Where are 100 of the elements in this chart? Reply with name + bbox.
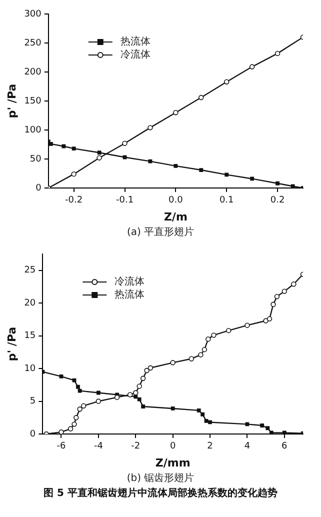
y-tick-label: 300 (24, 9, 42, 20)
y-tick-label: 20 (24, 298, 36, 308)
y-tick-label: 15 (24, 331, 36, 342)
point (202, 346, 208, 352)
point (170, 360, 176, 366)
legend-label: 冷流体 (114, 276, 145, 288)
point (291, 282, 296, 287)
x-axis-title: Z/mm (155, 456, 190, 470)
x-axis-title: Z/m (164, 210, 188, 224)
point (226, 328, 232, 334)
point (266, 316, 272, 322)
point (174, 164, 178, 168)
point (282, 430, 286, 434)
point (282, 288, 288, 294)
y-axis-title: p' /Pa (5, 84, 18, 118)
y-tick-label: 5 (30, 396, 36, 407)
point (127, 392, 133, 398)
point (77, 406, 82, 412)
point (72, 422, 77, 427)
point (97, 150, 102, 155)
point (170, 406, 175, 410)
text: (a) 平直形翅片 (126, 226, 196, 240)
point (204, 418, 208, 423)
point (196, 408, 201, 412)
point (48, 142, 53, 146)
point (76, 384, 80, 389)
point (206, 336, 211, 342)
point (211, 332, 216, 338)
point (200, 412, 205, 416)
point (224, 172, 229, 177)
legend-label: 热流体 (120, 36, 150, 48)
y-tick-label: 100 (24, 125, 42, 136)
point (250, 176, 254, 181)
x-tick-label: -6 (56, 442, 66, 452)
point (199, 168, 204, 172)
y-tick-label: 0 (36, 183, 42, 194)
x-tick-label: 2 (207, 442, 213, 452)
legend-label: 冷流体 (120, 48, 150, 61)
point (263, 318, 268, 324)
point (96, 398, 102, 404)
point (148, 365, 154, 370)
point (137, 397, 142, 402)
point (96, 155, 102, 160)
x-tick-label: -4 (94, 442, 104, 452)
point (224, 79, 230, 84)
y-tick-label: 25 (24, 266, 36, 276)
point (198, 352, 204, 358)
x-tick-label: 6 (282, 442, 288, 452)
y-tick-label: 0 (30, 429, 36, 440)
x-tick-label: -2 (131, 442, 140, 452)
point (71, 171, 76, 177)
point (72, 146, 76, 151)
x-tick-label: 0.0 (168, 196, 184, 206)
point (136, 384, 142, 389)
point (58, 429, 64, 434)
point (173, 110, 178, 116)
point (148, 159, 152, 164)
x-tick-label: 0.2 (270, 196, 285, 206)
point (141, 404, 146, 408)
x-tick-label: 4 (244, 442, 250, 452)
y-tick-label: 250 (24, 38, 42, 48)
point (80, 403, 86, 408)
point (290, 184, 295, 188)
point (68, 426, 74, 432)
point (78, 388, 82, 393)
y-tick-label: 10 (24, 364, 36, 374)
text: (b) 锯齿形翅片 (126, 472, 196, 486)
point (148, 125, 153, 130)
point (276, 181, 280, 186)
point (62, 144, 66, 148)
point (144, 368, 150, 374)
point (270, 302, 276, 307)
point (208, 420, 212, 424)
x-tick-label: 0 (170, 442, 176, 452)
point (244, 322, 250, 328)
point (188, 356, 194, 362)
x-tick-label: -0.2 (65, 196, 83, 206)
point (249, 64, 255, 70)
point (74, 415, 79, 420)
point (266, 426, 270, 430)
y-tick-label: 150 (24, 96, 42, 106)
y-tick-label: 50 (30, 154, 42, 164)
legend-label: 热流体 (114, 288, 145, 301)
point (96, 390, 100, 395)
point (198, 94, 204, 100)
point (59, 374, 64, 378)
y-tick-label: 200 (24, 67, 42, 78)
point (133, 390, 138, 396)
point (140, 376, 146, 381)
x-tick-label: -0.1 (116, 196, 134, 206)
y-axis-title: p' /Pa (5, 326, 18, 362)
point (134, 394, 138, 399)
point (72, 378, 76, 382)
point (274, 50, 280, 56)
point (260, 424, 264, 428)
point (122, 140, 128, 146)
caption: 图 5 平直和锯齿翅片中流体局部换热系数的变化趋势 (42, 486, 278, 501)
point (245, 422, 250, 426)
point (274, 294, 280, 300)
point (269, 430, 274, 434)
